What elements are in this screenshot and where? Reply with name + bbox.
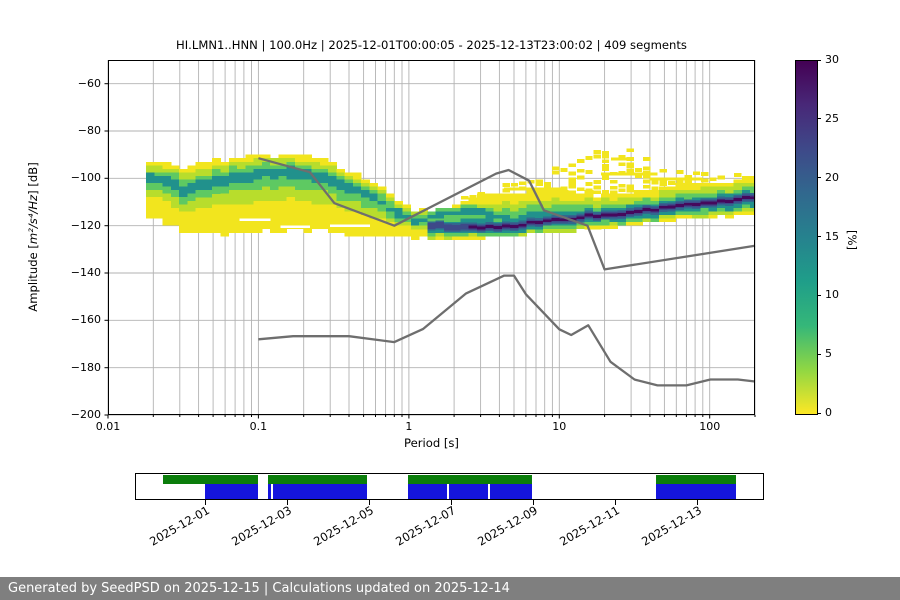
x-tick-label: 10 [552,420,567,433]
colorbar-tick [817,353,821,355]
timeline-tick [369,500,371,505]
colorbar-tick [817,236,821,237]
x-tick-label: 1 [405,420,413,433]
timeline-psd-segment-blue [268,484,271,499]
y-tick-label: −140 [70,266,101,279]
y-axis-label: Amplitude [m²/s⁴/Hz] [dB] [26,162,40,312]
colorbar-tick-label: 5 [825,347,832,361]
y-tick-label: −60 [77,76,101,90]
y-tick-label: −100 [70,171,101,185]
timeline-availability-bar [135,473,764,500]
y-tick-label: −200 [70,408,101,421]
low-noise-model-line [258,274,756,387]
axis-ticks [104,83,756,419]
timeline-psd-segment-blue [205,484,258,499]
timeline-psd-segment-blue [449,484,488,499]
y-tick-label: −160 [70,313,101,327]
colorbar-tick-label: 10 [825,288,839,302]
colorbar [795,60,818,415]
timeline-psd-segment-blue [490,484,532,499]
high-noise-model-line [258,157,756,271]
timeline-tick [533,500,535,505]
y-tick-label: −180 [70,360,101,374]
timeline-tick [205,500,207,505]
y-tick-label: −120 [70,218,101,232]
timeline-psd-segment-blue [408,484,447,499]
timeline-data-segment-green [656,475,736,484]
x-axis-label: Period [s] [404,436,459,450]
colorbar-tick-label: 20 [825,170,839,184]
footer-bar: Generated by SeedPSD on 2025-12-15 | Cal… [0,577,900,600]
timeline-tick [451,500,453,505]
timeline-tick [615,500,617,505]
x-tick-label: 0.1 [249,420,268,433]
y-tick-label: −80 [77,124,101,137]
colorbar-tick-label: 0 [825,406,832,419]
timeline-tick [697,500,699,505]
timeline-data-segment-green [268,475,367,484]
colorbar-tick [817,412,821,414]
ppsd-plot-canvas [104,60,756,419]
ppsd-histogram [146,148,755,240]
timeline-data-segment-green [163,475,258,484]
colorbar-tick-label: 30 [825,53,839,66]
x-tick-label: 0.01 [95,420,121,433]
colorbar-tick [817,59,821,61]
colorbar-tick [817,118,821,120]
colorbar-tick-label: 25 [825,111,839,125]
x-tick-label: 100 [699,420,721,433]
plot-title: HI.LMN1..HNN | 100.0Hz | 2025-12-01T00:0… [176,38,687,52]
timeline-tick [287,500,289,505]
colorbar-tick-label: 15 [825,229,839,243]
colorbar-tick [817,294,821,296]
plot-frame [108,60,755,415]
timeline-psd-segment-blue [273,484,367,499]
colorbar-tick [817,177,821,179]
timeline-data-segment-green [408,475,532,484]
timeline-psd-segment-blue [656,484,736,499]
